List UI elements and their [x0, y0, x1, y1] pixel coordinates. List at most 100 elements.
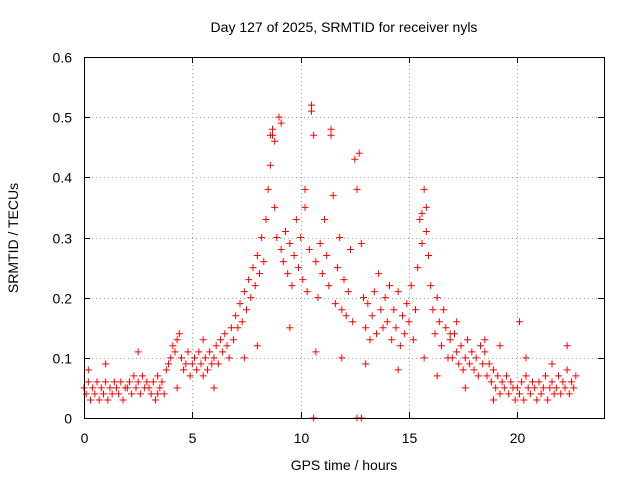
data-point	[188, 360, 196, 368]
data-point	[459, 366, 467, 374]
data-point	[312, 258, 320, 266]
data-point	[529, 378, 536, 386]
data-point	[308, 101, 315, 109]
data-point	[505, 390, 513, 398]
y-tick-label: 0	[64, 411, 72, 427]
data-point	[416, 215, 424, 223]
data-point	[262, 215, 270, 223]
data-point	[149, 378, 157, 386]
data-point	[338, 354, 346, 362]
data-point	[461, 384, 469, 392]
x-tick-label: 10	[294, 430, 310, 446]
data-point	[357, 240, 365, 248]
data-point	[412, 306, 419, 314]
data-point	[184, 348, 192, 356]
data-point	[565, 390, 573, 398]
data-point	[147, 390, 155, 398]
data-point	[236, 300, 244, 308]
data-point	[472, 354, 480, 362]
data-point	[258, 234, 266, 241]
data-point	[314, 294, 322, 302]
data-point	[498, 378, 506, 386]
data-point	[102, 378, 110, 386]
data-point	[102, 360, 110, 368]
data-point	[490, 366, 497, 374]
data-point	[171, 348, 179, 356]
chart-title: Day 127 of 2025, SRMTID for receiver nyl…	[211, 19, 478, 35]
data-point	[117, 378, 125, 386]
data-point	[134, 348, 142, 356]
data-point	[433, 294, 441, 302]
data-point	[347, 246, 354, 254]
data-point	[399, 312, 406, 320]
data-point	[173, 384, 181, 392]
data-point	[496, 390, 504, 398]
data-point	[212, 342, 220, 350]
data-point	[526, 390, 534, 398]
y-tick-label: 0.3	[53, 231, 73, 247]
data-point	[260, 258, 268, 266]
data-point	[247, 294, 255, 302]
data-point	[201, 354, 209, 362]
data-point	[225, 354, 233, 362]
data-point	[264, 185, 272, 193]
data-point	[110, 378, 118, 386]
data-point	[219, 348, 227, 356]
data-point	[93, 378, 101, 386]
data-point	[139, 372, 146, 380]
data-point	[366, 336, 374, 344]
data-point	[275, 113, 283, 121]
x-axis-ticks: 0 5 10 15 20	[81, 57, 525, 446]
data-point	[130, 372, 138, 380]
data-point	[100, 390, 107, 398]
data-point	[84, 366, 92, 374]
data-point	[227, 324, 235, 332]
data-point	[97, 384, 105, 392]
data-point	[303, 288, 311, 296]
data-point	[362, 360, 370, 368]
data-point	[154, 390, 162, 398]
data-point	[195, 348, 203, 356]
data-point	[435, 318, 443, 326]
data-point	[479, 360, 487, 368]
data-point	[269, 131, 276, 139]
data-point	[466, 360, 474, 368]
data-point	[340, 276, 348, 284]
data-point	[336, 234, 344, 241]
data-point	[169, 342, 177, 350]
data-point	[206, 348, 214, 356]
data-point	[243, 306, 250, 314]
data-point	[360, 294, 367, 302]
data-point	[537, 390, 545, 398]
data-point	[490, 396, 497, 404]
y-axis-ticks: 0 0.1 0.2 0.3 0.4 0.5 0.6	[53, 50, 604, 427]
data-point	[552, 384, 560, 392]
data-point	[128, 390, 136, 398]
data-point	[286, 240, 294, 248]
data-point	[89, 384, 97, 392]
data-point	[82, 390, 90, 398]
data-point	[334, 264, 341, 272]
data-point	[531, 384, 539, 392]
data-point	[425, 252, 432, 260]
data-point	[266, 161, 274, 169]
data-point	[511, 396, 519, 404]
data-point	[494, 372, 502, 380]
data-point	[440, 306, 448, 314]
data-point	[373, 330, 380, 338]
data-point	[327, 125, 335, 133]
data-point	[249, 264, 257, 272]
data-point	[165, 360, 172, 368]
data-point	[167, 354, 175, 362]
data-point	[487, 378, 495, 386]
data-point	[438, 342, 445, 350]
data-point	[95, 396, 103, 404]
data-points	[80, 101, 580, 422]
data-point	[316, 240, 324, 248]
data-point	[136, 390, 144, 398]
data-point	[232, 312, 240, 320]
data-point	[271, 203, 279, 211]
data-point	[199, 336, 207, 344]
y-tick-label: 0.1	[53, 351, 73, 367]
data-point	[535, 378, 543, 386]
